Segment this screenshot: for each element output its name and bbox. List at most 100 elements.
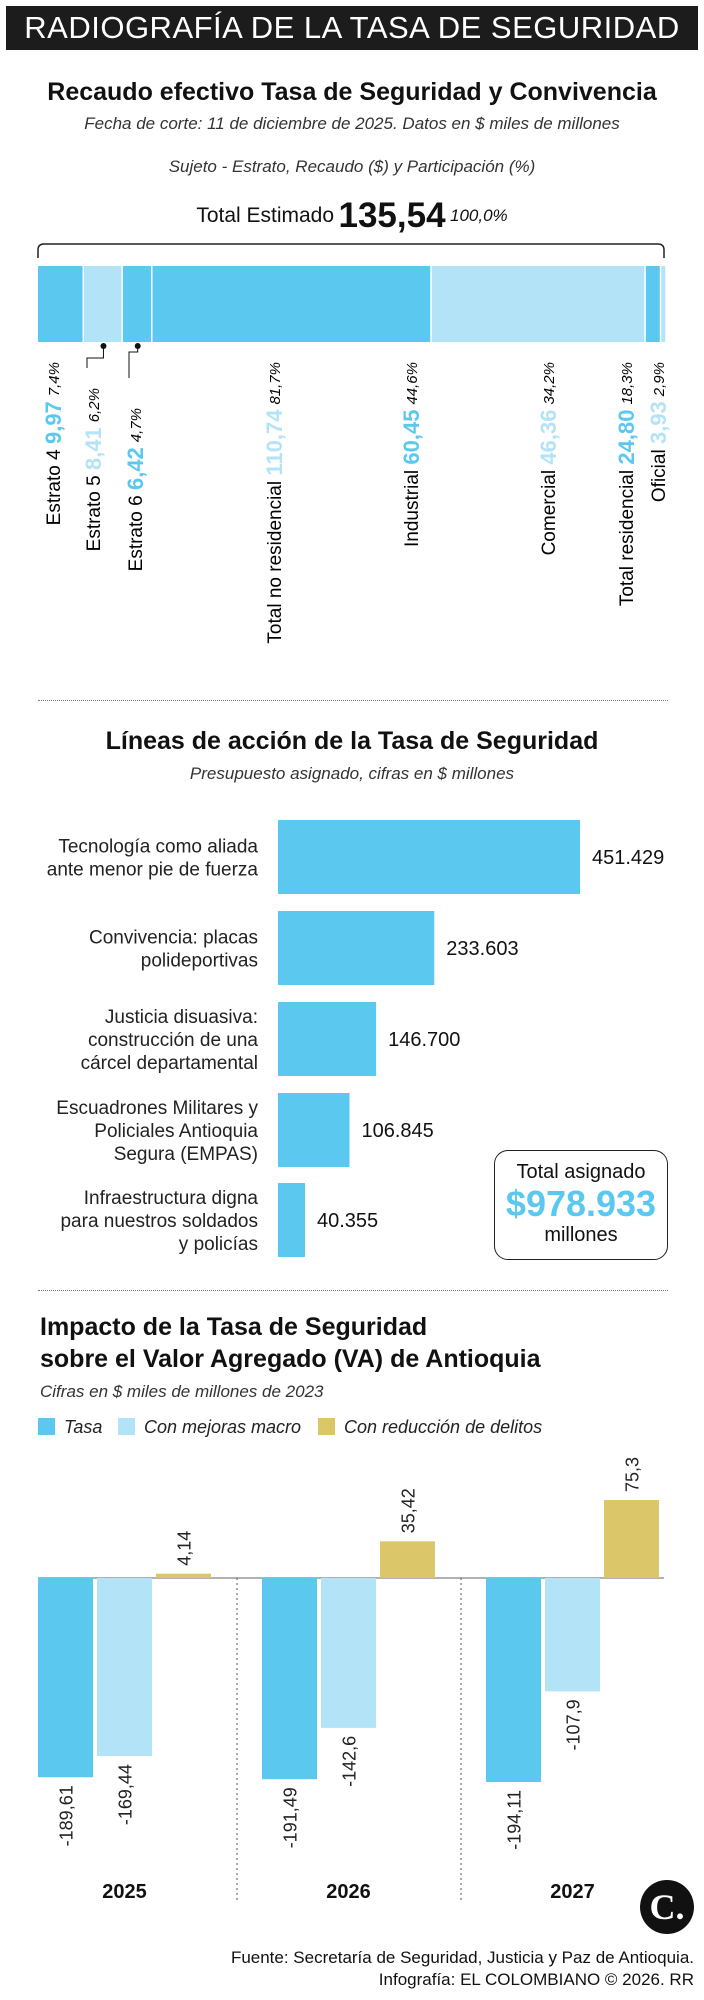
segment-pct: 34,2% xyxy=(541,362,558,405)
impact-bar-2025-tasa xyxy=(38,1578,93,1778)
section2-title: Líneas de acción de la Tasa de Seguridad xyxy=(105,727,599,755)
bar-segment-total-residencial xyxy=(645,266,660,342)
segment-name: Estrato 5 xyxy=(84,470,105,551)
section2-subtitle: Presupuesto asignado, cifras en $ millon… xyxy=(189,764,515,783)
bar-segment-estrato-5 xyxy=(84,266,122,342)
impact-bar-2025-con-reduccion-de-delitos xyxy=(156,1573,211,1578)
segment-label-estrato-4: Estrato 4 9,97 7,4% xyxy=(41,362,66,525)
segment-pct: 44,6% xyxy=(404,362,421,405)
segment-label-oficial: Oficial 3,93 2,9% xyxy=(646,362,671,502)
action-label-line: Segura (EMPAS) xyxy=(114,1144,258,1165)
total-asignado-label: Total asignado xyxy=(516,1161,646,1183)
impact-bar-2026-tasa xyxy=(262,1578,317,1780)
actions-chart: 451.429 Tecnología como aliada ante menor … xyxy=(47,820,664,1257)
total-asignado-box: Total asignado $978.933 millones xyxy=(494,1150,668,1260)
action-value-2: 233.603 xyxy=(446,938,518,960)
leader-line-estrato-5 xyxy=(86,346,104,368)
bar-segment-estrato-6 xyxy=(122,266,152,342)
segment-pct: 2,9% xyxy=(651,362,668,397)
segment-name: Comercial xyxy=(539,465,560,556)
segment-pct: 81,7% xyxy=(267,362,284,405)
action-label-line: y policías xyxy=(179,1234,258,1255)
segment-name: Total residencial xyxy=(617,465,638,607)
action-value-1: 451.429 xyxy=(592,847,664,869)
segment-label-industrial: Industrial 60,45 44,6% xyxy=(399,362,424,547)
impact-bar-2027-tasa xyxy=(486,1578,541,1782)
action-label-3: Justicia disuasiva: construcción de una cá… xyxy=(81,1007,259,1074)
action-label-line: Infraestructura digna xyxy=(84,1188,259,1209)
impact-bar-2026-con-reduccion-de-delitos xyxy=(380,1541,435,1578)
segment-label-estrato-5: Estrato 5 8,41 6,2% xyxy=(81,388,106,551)
impact-bar-2027-con-reduccion-de-delitos xyxy=(604,1500,659,1578)
section3-title-line2: sobre el Valor Agregado (VA) de Antioqui… xyxy=(40,1345,541,1373)
segment-name: Estrato 6 xyxy=(126,490,147,571)
total-asignado-value: $978.933 xyxy=(505,1183,657,1224)
segment-name: Oficial xyxy=(649,444,670,502)
segment-value: 24,80 xyxy=(614,410,639,465)
leader-line-estrato-6 xyxy=(128,346,139,378)
total-bracket xyxy=(37,243,665,258)
legend-label-tasa: Tasa xyxy=(64,1417,102,1437)
action-value-3: 146.700 xyxy=(388,1029,460,1051)
legend-label-con-mejoras-macro: Con mejoras macro xyxy=(144,1417,301,1437)
section1-legend-note: Sujeto - Estrato, Recaudo ($) y Particip… xyxy=(168,157,536,176)
bar-segment-estrato-4 xyxy=(38,266,83,342)
total-estimado: Total Estimado 135,54 100,0% xyxy=(0,196,704,236)
action-label-line: Policiales Antioquia xyxy=(94,1121,258,1142)
segment-name: Estrato 4 xyxy=(44,444,65,525)
footer-source: Fuente: Secretaría de Seguridad, Justici… xyxy=(230,1948,694,1967)
impact-label-2026-tasa: -191,49 xyxy=(281,1787,301,1848)
segment-value: 60,45 xyxy=(399,410,424,465)
action-label-4: Escuadrones Militares y Policiales Antioq… xyxy=(56,1098,258,1165)
impact-bar-2026-con-mejoras-macro xyxy=(321,1578,376,1728)
action-label-line: cárcel departamental xyxy=(81,1053,258,1074)
action-label-1: Tecnología como aliada ante menor pie de … xyxy=(47,837,259,881)
segment-value: 9,97 xyxy=(41,401,66,444)
segment-label-total-no-residencial: Total no residencial 110,74 81,7% xyxy=(262,362,287,644)
action-bar-3 xyxy=(278,1002,377,1076)
segment-label-total-residencial: Total residencial 24,80 18,3% xyxy=(614,362,639,606)
segment-name: Total no residencial xyxy=(265,476,286,644)
action-bar-5 xyxy=(278,1183,305,1257)
segment-value: 3,93 xyxy=(646,401,671,444)
total-value: 135,54 xyxy=(338,196,446,235)
action-label-line: polideportivas xyxy=(141,951,258,972)
action-label-line: Convivencia: placas xyxy=(89,928,258,949)
year-label-2027: 2027 xyxy=(550,1881,595,1903)
section1-title: Recaudo efectivo Tasa de Seguridad y Con… xyxy=(47,78,657,106)
segment-pct: 6,2% xyxy=(86,388,103,422)
bar-segment-comercial xyxy=(431,266,645,342)
segment-value: 110,74 xyxy=(262,409,287,476)
action-label-line: construcción de una xyxy=(88,1030,258,1051)
action-bar-4 xyxy=(278,1093,350,1167)
action-label-line: ante menor pie de fuerza xyxy=(47,860,259,881)
segment-label-comercial: Comercial 46,36 34,2% xyxy=(536,362,561,555)
action-value-5: 40.355 xyxy=(317,1210,378,1232)
legend-swatch-con-mejoras-macro xyxy=(118,1418,135,1435)
section3-subtitle: Cifras en $ miles de millones de 2023 xyxy=(40,1382,324,1401)
impact-label-2027-con-mejoras-macro: -107,9 xyxy=(564,1699,584,1750)
action-label-line: Tecnología como aliada xyxy=(58,837,258,858)
divider-2 xyxy=(38,1290,668,1291)
action-label-2: Convivencia: placas polideportivas xyxy=(89,928,258,972)
impact-label-2025-tasa: -189,61 xyxy=(57,1785,77,1846)
bar-segment-industrial xyxy=(152,266,431,342)
impact-bar-2025-con-mejoras-macro xyxy=(97,1578,152,1757)
segment-pct: 18,3% xyxy=(619,362,636,405)
year-label-2025: 2025 xyxy=(102,1881,147,1903)
el-colombiano-logo: C. xyxy=(640,1880,694,1934)
action-label-line: Escuadrones Militares y xyxy=(56,1098,258,1119)
segment-label-estrato-6: Estrato 6 6,42 4,7% xyxy=(123,408,148,571)
impact-label-2026-con-reduccion-de-delitos: 35,42 xyxy=(399,1488,419,1533)
bar-segment-oficial xyxy=(661,266,666,342)
impact-label-2025-con-mejoras-macro: -169,44 xyxy=(116,1764,136,1825)
segment-pct: 7,4% xyxy=(46,362,63,396)
action-bar-1 xyxy=(278,820,580,894)
footer-credit: Infografía: EL COLOMBIANO © 2026. RR xyxy=(378,1970,694,1989)
segment-value: 6,42 xyxy=(123,447,148,490)
impact-chart: Tasa Con mejoras macro Con reducción de de… xyxy=(38,1417,664,1903)
legend-label-con-reduccion-de-delitos: Con reducción de delitos xyxy=(344,1417,542,1437)
action-label-5: Infraestructura digna para nuestros solda… xyxy=(60,1188,258,1255)
action-value-4: 106.845 xyxy=(361,1120,433,1142)
segment-pct: 4,7% xyxy=(128,408,145,442)
